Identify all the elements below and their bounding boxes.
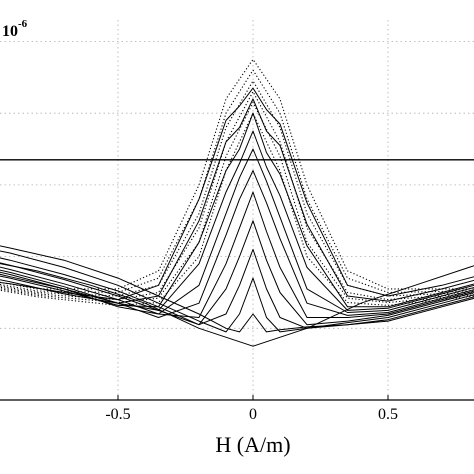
x-axis-label: H (A/m) — [215, 432, 290, 457]
series-line-1 — [0, 69, 474, 294]
series-line-12 — [0, 191, 474, 318]
series-line-15 — [0, 250, 474, 333]
x-ticks: -1.5-1-0.500.511.5 — [105, 395, 398, 423]
series-group — [0, 58, 474, 347]
series-line-4 — [0, 101, 474, 304]
series-line-16 — [0, 245, 474, 333]
exponent-base: 10 — [2, 23, 18, 40]
x-tick-label-2: -0.5 — [105, 406, 130, 423]
series-line-8 — [0, 112, 474, 308]
series-line-9 — [0, 130, 474, 311]
series-line-6 — [0, 87, 474, 301]
series-line-17 — [0, 263, 474, 347]
series-line-14 — [0, 248, 474, 329]
grid — [0, 20, 474, 400]
series-line-13 — [0, 220, 474, 326]
x-tick-label-3: 0 — [249, 406, 257, 423]
x-tick-label-4: 0.5 — [378, 406, 398, 423]
series-line-10 — [0, 148, 474, 315]
series-line-3 — [0, 91, 474, 301]
series-line-0 — [0, 58, 474, 290]
series-line-7 — [0, 98, 474, 304]
exponent-label: 10-6 — [2, 18, 28, 40]
exponent-power: -6 — [18, 18, 28, 30]
series-line-11 — [0, 170, 474, 318]
